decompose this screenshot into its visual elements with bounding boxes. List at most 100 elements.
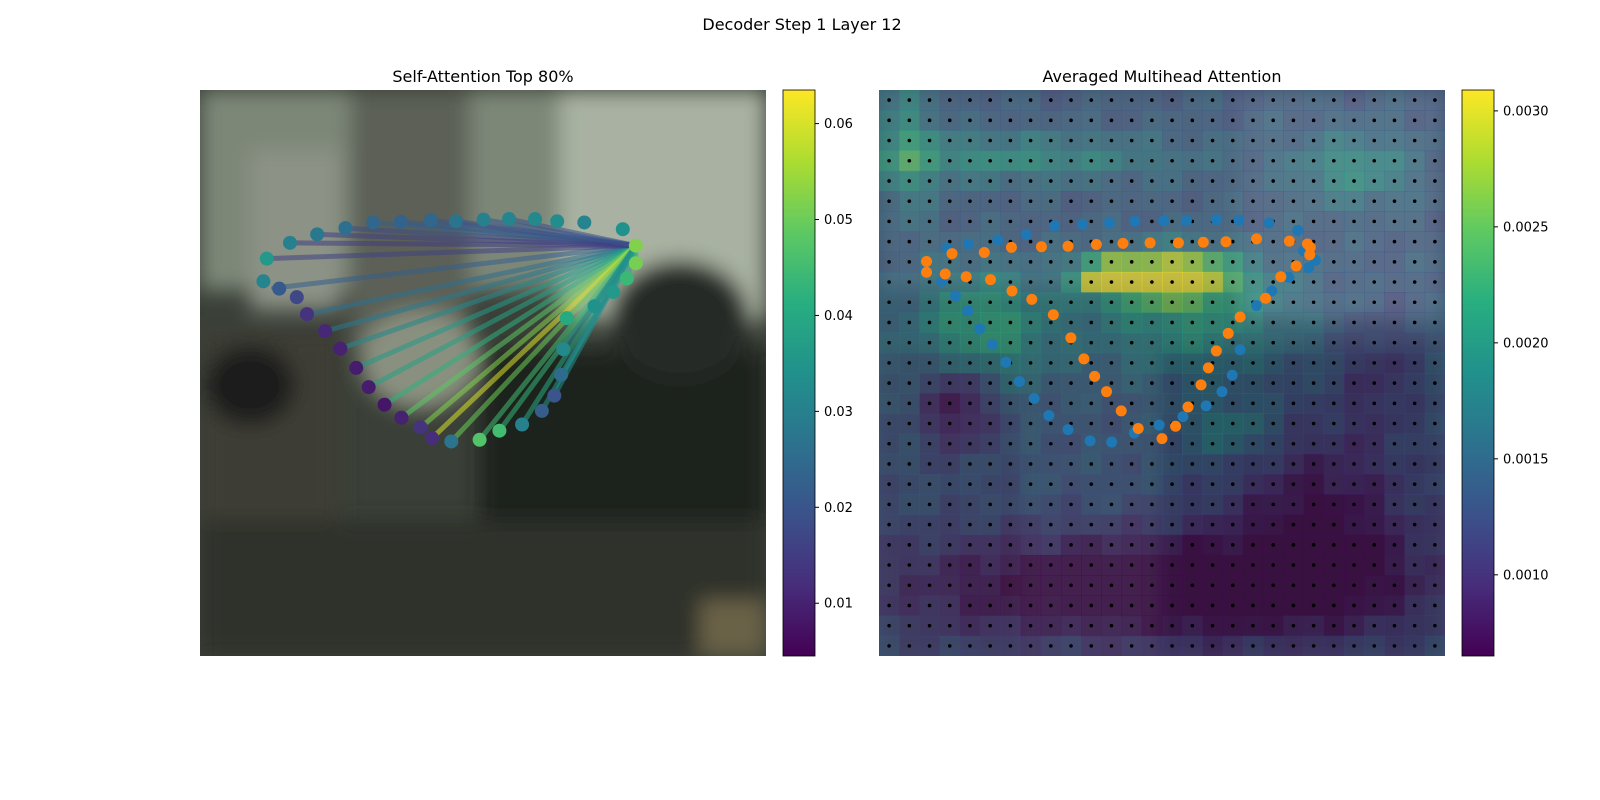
grid-dot <box>1109 239 1114 244</box>
grid-dot <box>1433 421 1437 426</box>
grid-dot <box>1210 199 1215 203</box>
grid-dot <box>1008 421 1013 426</box>
grid-dot <box>947 219 952 224</box>
grid-dot <box>1372 502 1377 507</box>
grid-dot <box>1251 522 1255 527</box>
grid-dot <box>1311 158 1316 163</box>
grid-dot <box>1332 522 1336 527</box>
grid-dot <box>1028 239 1033 244</box>
grid-dot <box>1271 522 1275 527</box>
orange-keypoint <box>1078 353 1090 365</box>
grid-dot <box>907 340 912 345</box>
grid-dot <box>1332 644 1336 648</box>
keypoint <box>256 274 271 289</box>
grid-dot <box>1190 260 1195 264</box>
grid-dot <box>1150 502 1154 507</box>
attention-line <box>448 243 639 444</box>
grid-dot <box>927 98 932 102</box>
grid-dot <box>1230 421 1235 426</box>
grid-dot <box>1352 623 1356 628</box>
attention-line <box>304 243 639 317</box>
grid-dot <box>1150 98 1154 102</box>
attention-line <box>264 243 639 262</box>
grid-dot <box>1392 199 1397 203</box>
grid-dot <box>927 603 932 608</box>
grid-dot <box>927 300 932 305</box>
grid-dot <box>1089 583 1094 588</box>
grid-dot <box>1129 260 1134 264</box>
grid-dot <box>1049 623 1053 628</box>
grid-dot <box>1210 179 1215 183</box>
grid-dot <box>1109 199 1114 203</box>
grid-dot <box>1028 563 1033 567</box>
grid-dot <box>1332 623 1336 628</box>
grid-dot <box>907 522 912 527</box>
blue-keypoint <box>1234 344 1246 356</box>
keypoint <box>310 227 325 242</box>
grid-dot <box>968 219 972 224</box>
blue-keypoint <box>1028 392 1040 404</box>
grid-dot <box>988 138 992 143</box>
grid-dot <box>1352 239 1356 244</box>
grid-dot <box>1311 563 1316 567</box>
grid-dot <box>968 260 972 264</box>
grid-dot <box>1150 623 1154 628</box>
grid-dot <box>1109 280 1114 284</box>
grid-dot <box>1210 522 1215 527</box>
grid-dot <box>1089 421 1094 426</box>
grid-dot <box>1372 199 1377 203</box>
colorbar-tick-label: 0.0015 <box>1503 452 1549 467</box>
grid-dot <box>1049 502 1053 507</box>
grid-dot <box>1433 401 1437 406</box>
grid-dot <box>1230 361 1235 365</box>
grid-dot <box>988 603 992 608</box>
grid-dot <box>1251 543 1255 547</box>
grid-dot <box>1028 340 1033 345</box>
keypoint <box>425 431 440 446</box>
blue-keypoint <box>1200 400 1212 412</box>
grid-dot <box>947 462 952 466</box>
grid-dot <box>1190 340 1195 345</box>
grid-dot <box>1069 603 1073 608</box>
grid-dot <box>1190 158 1195 163</box>
keypoint <box>615 222 630 237</box>
grid-dot <box>1170 340 1174 345</box>
grid-dot <box>947 381 952 385</box>
keypoint <box>423 213 438 228</box>
grid-dot <box>1069 118 1073 123</box>
grid-dot <box>1049 118 1053 123</box>
orange-keypoint <box>1089 370 1101 382</box>
grid-points <box>887 98 1437 648</box>
grid-dot <box>927 320 932 325</box>
grid-dot <box>1251 381 1255 385</box>
grid-dot <box>1008 300 1013 305</box>
grid-dot <box>1129 98 1134 102</box>
grid-dot <box>1089 280 1094 284</box>
grid-dot <box>1332 300 1336 305</box>
grid-dot <box>1069 300 1073 305</box>
grid-dot <box>1352 502 1356 507</box>
grid-dot <box>927 280 932 284</box>
grid-dot <box>1332 502 1336 507</box>
grid-dot <box>1372 644 1377 648</box>
grid-dot <box>1028 381 1033 385</box>
grid-dot <box>1392 280 1397 284</box>
keypoint <box>289 290 304 305</box>
grid-dot <box>1352 199 1356 203</box>
keypoint <box>338 221 353 236</box>
grid-dot <box>988 644 992 648</box>
grid-dot <box>1150 158 1154 163</box>
grid-dot <box>887 502 891 507</box>
orange-keypoint <box>921 266 933 278</box>
grid-dot <box>1311 320 1316 325</box>
grid-dot <box>1129 361 1134 365</box>
grid-dot <box>907 138 912 143</box>
grid-dot <box>947 158 952 163</box>
grid-dot <box>887 644 891 648</box>
grid-dot <box>1251 441 1255 446</box>
keypoint <box>550 214 565 229</box>
grid-dot <box>968 401 972 406</box>
grid-dot <box>1028 320 1033 325</box>
grid-dot <box>1109 260 1114 264</box>
keypoint <box>259 251 274 266</box>
